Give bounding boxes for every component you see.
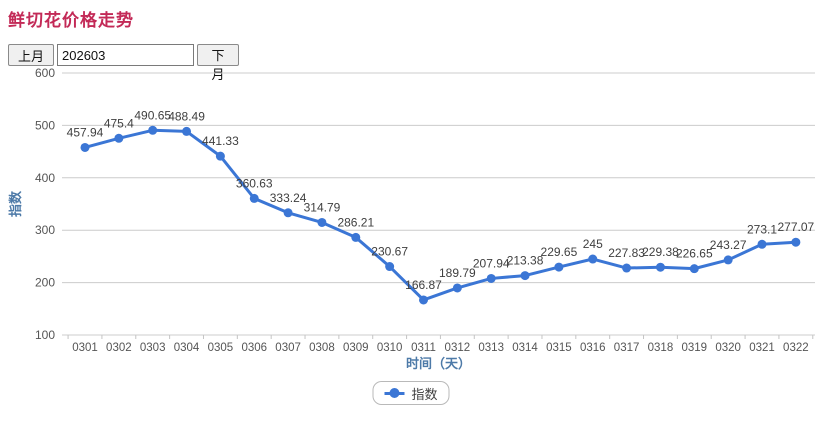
y-axis-tick-label: 500 [35, 118, 55, 132]
data-point[interactable] [419, 295, 428, 305]
x-axis-tick-label: 0306 [241, 342, 267, 354]
data-point[interactable] [317, 217, 327, 227]
data-point[interactable] [486, 273, 496, 283]
x-axis-tick-label: 0311 [411, 342, 436, 354]
x-axis-title: 时间（天） [406, 356, 471, 371]
data-point[interactable] [80, 142, 90, 152]
x-axis-tick-label: 0319 [682, 342, 708, 354]
data-point-label: 273.1 [747, 222, 777, 236]
x-axis-tick-label: 0318 [648, 342, 674, 354]
data-point-label: 475.4 [104, 116, 134, 130]
x-axis-tick-label: 0320 [715, 342, 741, 354]
x-axis-tick-label: 0309 [343, 342, 369, 354]
data-point-label: 441.33 [202, 134, 239, 148]
data-point[interactable] [148, 125, 158, 135]
data-point-label: 333.24 [270, 191, 307, 205]
data-point-label: 314.79 [304, 200, 341, 214]
data-point-label: 243.27 [710, 238, 747, 252]
month-input[interactable] [57, 44, 194, 66]
y-axis-tick-label: 400 [35, 171, 55, 185]
y-axis-tick-label: 100 [35, 328, 55, 342]
x-axis-tick-label: 0302 [106, 342, 132, 354]
x-axis-tick-label: 0322 [783, 342, 809, 354]
data-point[interactable] [757, 239, 767, 249]
data-point-label: 207.94 [473, 256, 510, 270]
data-point-label: 360.63 [236, 176, 273, 190]
y-axis-tick-label: 600 [35, 66, 55, 80]
data-point[interactable] [114, 133, 124, 143]
y-axis-tick-label: 200 [35, 276, 55, 290]
data-point-label: 226.65 [676, 247, 713, 261]
data-point[interactable] [283, 208, 293, 218]
data-point-label: 488.49 [168, 109, 205, 123]
data-point[interactable] [249, 193, 259, 203]
data-point-label: 229.38 [642, 245, 679, 259]
data-point[interactable] [791, 237, 801, 247]
x-axis-tick-label: 0303 [140, 342, 166, 354]
data-point[interactable] [588, 254, 598, 264]
data-point[interactable] [215, 151, 225, 161]
data-point[interactable] [622, 263, 632, 273]
line-series-marker-icon [384, 388, 405, 398]
data-point-label: 490.65 [134, 108, 171, 122]
y-axis-tick-label: 300 [35, 223, 55, 237]
data-point-label: 213.38 [507, 254, 544, 268]
prev-month-button[interactable]: 上月 [8, 44, 54, 66]
x-axis-tick-label: 0304 [174, 342, 200, 354]
x-axis-tick-label: 0310 [377, 342, 403, 354]
x-axis-tick-label: 0308 [309, 342, 335, 354]
data-point-label: 277.07 [777, 220, 814, 234]
series-line [83, 128, 798, 302]
data-point[interactable] [689, 264, 699, 274]
data-point-label: 227.83 [608, 246, 645, 260]
x-axis-tick-label: 0313 [478, 342, 504, 354]
legend-label: 指数 [411, 386, 438, 402]
data-point[interactable] [385, 262, 395, 272]
data-point-label: 189.79 [439, 266, 476, 280]
data-point[interactable] [182, 126, 192, 136]
data-point-label: 229.65 [541, 245, 578, 259]
data-point-label: 245 [583, 237, 603, 251]
data-point[interactable] [655, 262, 665, 272]
data-point-label: 457.94 [67, 125, 104, 139]
data-point[interactable] [452, 283, 462, 293]
data-point[interactable] [351, 232, 361, 242]
y-axis-title: 指数 [8, 190, 23, 217]
data-point-label: 230.67 [371, 245, 408, 259]
x-axis-tick-label: 0314 [512, 342, 538, 354]
page-title: 鲜切花价格走势 [8, 11, 134, 30]
x-axis-tick-label: 0316 [580, 342, 606, 354]
next-month-button[interactable]: 下月 [197, 44, 239, 82]
data-point[interactable] [723, 255, 733, 265]
legend-item-index[interactable]: 指数 [372, 381, 450, 405]
data-point[interactable] [520, 271, 530, 281]
data-point-label: 286.21 [337, 215, 374, 229]
x-axis-tick-label: 0312 [445, 342, 471, 354]
x-axis-tick-label: 0321 [749, 342, 775, 354]
x-axis-tick-label: 0315 [546, 342, 572, 354]
data-point-label: 166.87 [405, 278, 442, 292]
data-point[interactable] [554, 262, 564, 272]
x-axis-tick-label: 0305 [208, 342, 234, 354]
x-axis-tick-label: 0307 [275, 342, 301, 354]
x-axis-tick-label: 0317 [614, 342, 640, 354]
x-axis-tick-label: 0301 [72, 342, 98, 354]
